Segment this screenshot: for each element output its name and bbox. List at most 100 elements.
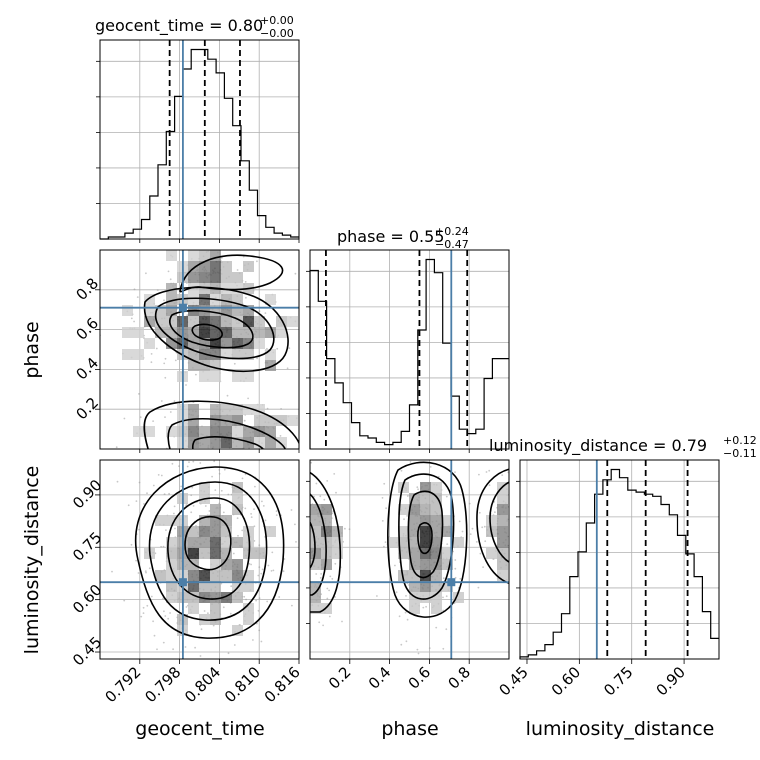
density-cell bbox=[221, 526, 232, 537]
title-sup: +0.24 bbox=[435, 225, 469, 238]
density-cell bbox=[144, 316, 155, 327]
density-cell bbox=[133, 327, 144, 338]
title-text: phase = 0.55 bbox=[337, 227, 444, 246]
sample-point bbox=[223, 468, 226, 471]
sample-point bbox=[207, 612, 209, 615]
sample-point bbox=[135, 500, 138, 502]
sample-point bbox=[245, 598, 248, 601]
density-cell bbox=[497, 570, 508, 581]
x-axis-label-luminosity-distance: luminosity_distance bbox=[526, 718, 715, 740]
truth-marker bbox=[447, 578, 456, 587]
x-tick-label: 0.45 bbox=[495, 663, 531, 699]
density-cell bbox=[409, 559, 420, 570]
sample-point bbox=[261, 568, 264, 571]
density-cell bbox=[155, 570, 166, 581]
sample-point bbox=[257, 609, 260, 612]
sample-point bbox=[167, 617, 170, 620]
density-cell bbox=[232, 415, 243, 426]
density-cell bbox=[188, 294, 199, 305]
density-cell bbox=[243, 316, 254, 327]
sample-point bbox=[376, 595, 378, 597]
sample-point bbox=[501, 474, 504, 476]
title-sub: −0.00 bbox=[260, 27, 294, 40]
sample-point bbox=[247, 397, 250, 400]
density-cell bbox=[409, 581, 420, 592]
sample-point bbox=[406, 495, 409, 497]
sample-point bbox=[229, 612, 232, 615]
density-cell bbox=[398, 537, 409, 548]
density-cell bbox=[265, 426, 276, 437]
sample-point bbox=[160, 474, 163, 477]
sample-point bbox=[262, 505, 265, 507]
density-cell bbox=[232, 283, 243, 294]
density-cell bbox=[497, 548, 508, 559]
density-cell bbox=[221, 515, 232, 526]
density-cell bbox=[166, 250, 177, 261]
sample-point bbox=[488, 484, 491, 487]
sample-point bbox=[258, 629, 261, 632]
sample-point bbox=[162, 641, 165, 644]
sample-point bbox=[164, 416, 166, 418]
panel-frame bbox=[99, 249, 300, 450]
y-tick-label: 0.6 bbox=[72, 314, 102, 344]
density-cell bbox=[210, 272, 221, 283]
density-cell bbox=[310, 581, 321, 592]
sample-point bbox=[261, 500, 263, 503]
sample-point bbox=[140, 615, 143, 618]
density-cell bbox=[188, 316, 199, 327]
sample-point bbox=[483, 525, 486, 528]
sample-point bbox=[258, 566, 261, 568]
sample-point bbox=[258, 544, 261, 547]
x-tick-label: 0.90 bbox=[653, 663, 689, 699]
sample-point bbox=[254, 485, 256, 488]
title-text: geocent_time = 0.80 bbox=[95, 16, 263, 36]
density-cell bbox=[166, 426, 177, 437]
sample-point bbox=[195, 373, 197, 376]
sample-point bbox=[282, 570, 285, 573]
density-cell bbox=[144, 426, 155, 437]
density-cell bbox=[442, 548, 453, 559]
sample-point bbox=[328, 589, 330, 592]
sample-point bbox=[326, 480, 329, 482]
sample-point bbox=[256, 260, 258, 263]
sample-point bbox=[435, 626, 438, 629]
sample-point bbox=[279, 435, 282, 437]
sample-point bbox=[186, 314, 189, 317]
sample-point bbox=[130, 543, 133, 546]
sample-point bbox=[145, 272, 147, 275]
sample-point bbox=[290, 509, 293, 511]
y-axis-label-phase: phase bbox=[21, 321, 43, 378]
density-cell bbox=[166, 294, 177, 305]
sample-point bbox=[173, 505, 176, 508]
density-cell bbox=[431, 603, 442, 614]
density-cell bbox=[420, 570, 431, 581]
sample-point bbox=[405, 640, 408, 643]
contour-line bbox=[169, 309, 254, 349]
sample-point bbox=[188, 461, 190, 463]
density-cell bbox=[409, 526, 420, 537]
sample-point bbox=[256, 622, 258, 625]
sample-point bbox=[169, 411, 172, 413]
sample-point bbox=[233, 644, 236, 646]
sample-point bbox=[406, 618, 409, 621]
density-cell bbox=[398, 548, 409, 559]
density-cell bbox=[210, 426, 221, 437]
density-cell bbox=[188, 360, 199, 371]
sample-point bbox=[475, 541, 478, 543]
density-cell bbox=[232, 537, 243, 548]
sample-point bbox=[245, 296, 247, 299]
density-cell bbox=[243, 404, 254, 415]
density-cell bbox=[232, 625, 243, 636]
density-cell bbox=[442, 526, 453, 537]
density-cell bbox=[199, 283, 210, 294]
density-cell bbox=[122, 305, 133, 316]
sample-point bbox=[333, 473, 336, 475]
density-cell bbox=[420, 493, 431, 504]
density-cell bbox=[188, 603, 199, 614]
contour-line bbox=[476, 468, 509, 584]
density-cell bbox=[310, 559, 321, 570]
sample-point bbox=[165, 529, 167, 531]
sample-point bbox=[271, 551, 274, 554]
density-cell bbox=[166, 537, 177, 548]
panel-frame bbox=[309, 459, 510, 660]
